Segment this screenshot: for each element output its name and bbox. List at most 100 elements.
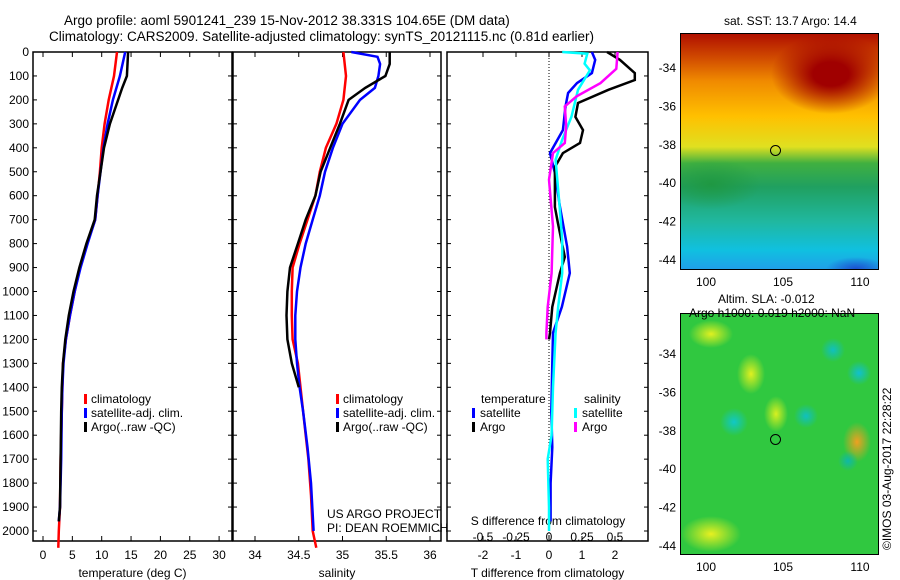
y-tick-label: 1200	[2, 332, 29, 346]
sla-map-title-2: Argo h1000: 0.019 h2000: NaN	[689, 306, 856, 320]
legend-swatch	[84, 394, 87, 404]
series-line-s-argo	[545, 51, 619, 340]
legend-label: climatology	[343, 392, 403, 406]
map-x-tick-label: 100	[696, 560, 716, 574]
map-y-tick-label: -40	[659, 176, 677, 190]
float-location-marker	[770, 434, 781, 445]
y-tick-label: 100	[9, 69, 29, 83]
legend-label: satellite	[582, 406, 623, 420]
float-location-marker	[770, 145, 781, 156]
x-tick-label: 0	[546, 548, 553, 562]
legend-label: Argo(..raw -QC)	[91, 420, 176, 434]
y-tick-label: 700	[9, 213, 29, 227]
legend-header-temperature: temperature	[481, 392, 546, 406]
legend-label: Argo(..raw -QC)	[343, 420, 428, 434]
x-tick-label: 20	[154, 548, 168, 562]
map-y-tick-label: -44	[659, 539, 677, 553]
sla-map-title-1: Altim. SLA: -0.012	[718, 292, 815, 306]
x-tick-label: 25	[183, 548, 197, 562]
pi-credit: PI: DEAN ROEMMICH	[327, 521, 449, 535]
sst-map	[680, 33, 879, 270]
sst-map-title: sat. SST: 13.7 Argo: 14.4	[724, 14, 857, 28]
map-y-tick-label: -34	[659, 61, 677, 75]
y-tick-label: 1600	[2, 428, 29, 442]
y-tick-label: 1100	[3, 308, 29, 322]
legend-label: Argo	[582, 420, 608, 434]
plot-frame-differences	[446, 51, 649, 542]
y-tick-label: 1700	[2, 452, 29, 466]
map-y-tick-label: -34	[659, 347, 677, 361]
legend-swatch	[574, 408, 577, 418]
y-tick-label: 1300	[2, 356, 29, 370]
x-tick-label: 34.5	[287, 548, 311, 562]
x-tick-label: -2	[478, 548, 489, 562]
x-tick-label: -1	[511, 548, 522, 562]
legend-label: satellite-adj. clim.	[343, 406, 435, 420]
series-line-t-argo	[547, 50, 637, 340]
project-credit: US ARGO PROJECT	[327, 507, 442, 521]
y-tick-label: 2000	[2, 524, 29, 538]
x-axis-label: T difference from climatology	[471, 566, 625, 580]
series-line-satellite-adj-clim-	[57, 51, 127, 522]
x-tick-label: 36	[423, 548, 437, 562]
map-x-tick-label: 105	[773, 560, 793, 574]
map-y-tick-label: -38	[659, 138, 677, 152]
legend-swatch	[336, 422, 339, 432]
y-tick-label: 300	[9, 117, 29, 131]
x-tick-label: 5	[69, 548, 76, 562]
x-axis-label: salinity	[319, 566, 356, 580]
y-tick-label: 900	[9, 261, 29, 275]
x-tick-label: 0	[40, 548, 47, 562]
s-tick-label: 0.25	[570, 530, 594, 544]
map-y-tick-label: -36	[659, 99, 677, 113]
imos-credit: ©IMOS 03-Aug-2017 22:28:22	[880, 387, 894, 550]
x-tick-label: 34	[248, 548, 262, 562]
map-y-tick-label: -42	[659, 215, 677, 229]
map-x-tick-label: 110	[850, 560, 869, 574]
y-tick-label: 500	[9, 165, 29, 179]
map-x-tick-label: 100	[696, 275, 716, 289]
map-y-tick-label: -44	[659, 253, 677, 267]
title-line-2: Climatology: CARS2009. Satellite-adjuste…	[49, 29, 595, 44]
legend-label: climatology	[91, 392, 151, 406]
legend-label: Argo	[480, 420, 506, 434]
legend-swatch	[336, 408, 339, 418]
sla-map	[680, 313, 879, 555]
x-tick-label: 2	[612, 548, 619, 562]
y-tick-label: 400	[9, 141, 29, 155]
y-tick-label: 1900	[2, 500, 29, 514]
series-line-satellite-adj-clim-	[294, 50, 382, 532]
y-tick-label: 200	[9, 93, 29, 107]
s-tick-label: -0.25	[502, 530, 530, 544]
y-tick-label: 800	[9, 237, 29, 251]
y-tick-label: 1400	[2, 380, 29, 394]
x-tick-label: 35.5	[375, 548, 399, 562]
series-line-s-satellite	[546, 50, 592, 531]
s-tick-label: 0	[546, 530, 553, 544]
title-line-1: Argo profile: aoml 5901241_239 15-Nov-20…	[64, 13, 510, 28]
legend-label: satellite-adj. clim.	[91, 406, 183, 420]
legend-swatch	[336, 394, 339, 404]
plot-frame-temperature	[32, 51, 233, 542]
s-tick-label: 0.5	[607, 530, 624, 544]
y-tick-label: 1800	[2, 476, 29, 490]
legend-swatch	[84, 408, 87, 418]
legend-swatch	[472, 422, 475, 432]
map-y-tick-label: -36	[659, 385, 677, 399]
y-tick-label: 1000	[2, 285, 29, 299]
y-tick-label: 600	[9, 189, 29, 203]
legend-label: satellite	[480, 406, 521, 420]
legend-swatch	[472, 408, 475, 418]
map-y-tick-label: -38	[659, 424, 677, 438]
y-tick-label: 0	[22, 45, 29, 59]
x-tick-label: 15	[124, 548, 138, 562]
x-tick-label: 1	[579, 548, 586, 562]
legend-header-salinity: salinity	[584, 392, 621, 406]
plot-frame-salinity	[232, 51, 442, 542]
legend-swatch	[84, 422, 87, 432]
x-tick-label: 10	[95, 548, 109, 562]
x-tick-label: 35	[336, 548, 350, 562]
map-y-tick-label: -42	[659, 501, 677, 515]
map-x-tick-label: 110	[850, 275, 869, 289]
